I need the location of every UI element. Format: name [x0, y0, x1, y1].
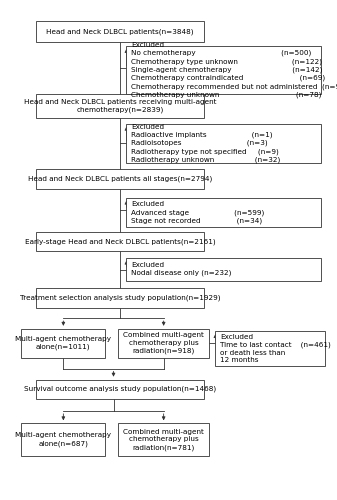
- FancyBboxPatch shape: [126, 46, 320, 94]
- FancyBboxPatch shape: [36, 21, 204, 42]
- FancyBboxPatch shape: [36, 170, 204, 188]
- Text: Early-stage Head and Neck DLBCL patients(n=2161): Early-stage Head and Neck DLBCL patients…: [25, 238, 215, 244]
- FancyBboxPatch shape: [126, 124, 320, 163]
- FancyBboxPatch shape: [126, 258, 320, 280]
- FancyBboxPatch shape: [215, 331, 326, 366]
- FancyBboxPatch shape: [36, 288, 204, 308]
- Text: Survival outcome analysis study population(n=1468): Survival outcome analysis study populati…: [24, 386, 216, 392]
- Text: Head and Neck DLBCL patients all stages(n=2794): Head and Neck DLBCL patients all stages(…: [28, 176, 212, 182]
- Text: Multi-agent chemotherapy
alone(n=687): Multi-agent chemotherapy alone(n=687): [16, 432, 111, 446]
- Text: Excluded
Time to last contact    (n=461)
or death less than
12 months: Excluded Time to last contact (n=461) or…: [220, 334, 331, 364]
- FancyBboxPatch shape: [36, 232, 204, 251]
- Text: Excluded
No chemotherapy                                      (n=500)
Chemothera: Excluded No chemotherapy (n=500) Chemoth…: [131, 42, 337, 98]
- Text: Excluded
Radioactive implants                    (n=1)
Radioisotopes            : Excluded Radioactive implants (n=1) Radi…: [131, 124, 280, 163]
- Text: Multi-agent chemotherapy
alone(n=1011): Multi-agent chemotherapy alone(n=1011): [16, 336, 111, 350]
- Text: Combined multi-agent
chemotherapy plus
radiation(n=918): Combined multi-agent chemotherapy plus r…: [123, 332, 204, 354]
- Text: Excluded
Nodal disease only (n=232): Excluded Nodal disease only (n=232): [131, 262, 232, 276]
- Text: Excluded
Advanced stage                    (n=599)
Stage not recorded           : Excluded Advanced stage (n=599) Stage no…: [131, 202, 265, 224]
- Text: Head and Neck DLBCL patients receiving multi-agent
chemotherapy(n=2839): Head and Neck DLBCL patients receiving m…: [24, 99, 216, 113]
- Text: Head and Neck DLBCL patients(n=3848): Head and Neck DLBCL patients(n=3848): [46, 28, 194, 35]
- FancyBboxPatch shape: [126, 198, 320, 228]
- FancyBboxPatch shape: [21, 424, 105, 456]
- FancyBboxPatch shape: [36, 380, 204, 399]
- Text: Treatment selection analysis study population(n=1929): Treatment selection analysis study popul…: [20, 294, 220, 301]
- Text: Combined multi-agent
chemotherapy plus
radiation(n=781): Combined multi-agent chemotherapy plus r…: [123, 428, 204, 450]
- FancyBboxPatch shape: [36, 94, 204, 118]
- FancyBboxPatch shape: [118, 328, 209, 358]
- FancyBboxPatch shape: [118, 424, 209, 456]
- FancyBboxPatch shape: [21, 328, 105, 358]
